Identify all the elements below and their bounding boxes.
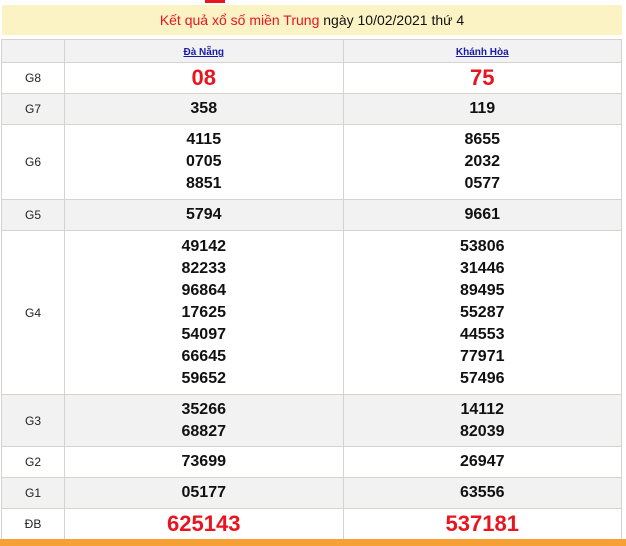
prize-number: 54097	[181, 325, 227, 343]
prize-number: 73699	[181, 453, 227, 470]
prize-number: 35266	[181, 400, 227, 418]
prize-label: G3	[1, 394, 65, 447]
footer-bar	[0, 539, 626, 546]
prize-number: 63556	[460, 484, 505, 501]
prize-number: 05177	[181, 484, 227, 501]
prize-cell: 119	[342, 93, 622, 125]
prize-number: 0705	[185, 153, 222, 170]
prize-row-g7: G7 358 119	[1, 93, 622, 125]
prize-number: 75	[470, 65, 495, 90]
prize-number: 49142	[181, 237, 227, 255]
prize-number: 5794	[185, 206, 222, 223]
prize-row-g2: G2 73699 26947	[1, 446, 622, 478]
results-table: Đà Nẵng Khánh Hòa G8 08 75 G7 358 119 G6 4115 07…	[1, 39, 622, 540]
page-title: Kết quả xổ số miền Trung ngày 10/02/2021…	[2, 5, 622, 35]
prize-number: 2032	[464, 153, 501, 170]
prize-number: 17625	[181, 303, 227, 321]
title-date: ngày 10/02/2021 thứ 4	[323, 12, 465, 28]
province-header: Đà Nẵng	[64, 39, 344, 63]
prize-label: G1	[1, 477, 65, 509]
prize-cell: 14112 82039	[342, 394, 622, 447]
prize-number: 96864	[181, 281, 227, 299]
prize-label: G8	[1, 62, 65, 94]
prize-number: 358	[190, 100, 218, 117]
prize-label: G5	[1, 199, 65, 231]
prize-row-đb: ĐB 625143 537181	[1, 508, 622, 540]
prize-number: 08	[191, 65, 216, 90]
header-remnant	[205, 0, 225, 3]
prize-number: 66645	[181, 347, 227, 365]
prize-cell: 4115 0705 8851	[64, 124, 344, 200]
prize-number: 68827	[181, 422, 227, 440]
prize-number: 14112	[460, 400, 505, 418]
prize-cell: 05177	[64, 477, 344, 509]
prize-number: 119	[469, 100, 496, 117]
prize-number: 26947	[460, 453, 505, 470]
prize-number: 8851	[185, 175, 222, 192]
prize-number: 31446	[460, 259, 505, 277]
prize-cell: 63556	[342, 477, 622, 509]
table-header: Đà Nẵng Khánh Hòa	[1, 39, 622, 63]
prize-cell: 53806 31446 89495 55287 44553 77971 57496	[342, 230, 622, 395]
prize-number: 89495	[460, 281, 505, 299]
prize-number: 44553	[460, 325, 505, 343]
corner-cell	[1, 39, 65, 63]
prize-number: 625143	[167, 511, 241, 536]
prize-cell: 73699	[64, 446, 344, 478]
province-header: Khánh Hòa	[342, 39, 622, 63]
title-prefix: Kết quả xổ số miền Trung	[159, 12, 320, 28]
prize-row-g8: G8 08 75	[1, 62, 622, 94]
prize-number: 8655	[464, 131, 501, 148]
prize-number: 4115	[186, 131, 222, 148]
prize-cell: 49142 82233 96864 17625 54097 66645 59652	[64, 230, 344, 395]
prize-row-g5: G5 5794 9661	[1, 199, 622, 231]
province-link-khanh-hoa[interactable]: Khánh Hòa	[455, 47, 509, 58]
prize-cell: 5794	[64, 199, 344, 231]
prize-number: 77971	[460, 347, 505, 365]
province-link-da-nang[interactable]: Đà Nẵng	[183, 47, 225, 58]
prize-cell: 75	[342, 62, 622, 94]
prize-label: G7	[1, 93, 65, 125]
prize-row-g4: G4 49142 82233 96864 17625 54097 66645 59652 538…	[1, 230, 622, 395]
prize-cell: 537181	[342, 508, 622, 540]
prize-cell: 26947	[342, 446, 622, 478]
prize-cell: 358	[64, 93, 344, 125]
prize-row-g6: G6 4115 0705 8851 8655 2032 0577	[1, 124, 622, 200]
prize-number: 82039	[460, 422, 505, 440]
prize-number: 0577	[464, 175, 501, 192]
prize-number: 55287	[460, 303, 505, 321]
prize-number: 53806	[460, 237, 505, 255]
prize-cell: 8655 2032 0577	[342, 124, 622, 200]
prize-label: G6	[1, 124, 65, 200]
prize-cell: 9661	[342, 199, 622, 231]
prize-number: 82233	[181, 259, 227, 277]
prize-label: G2	[1, 446, 65, 478]
prize-row-g3: G3 35266 68827 14112 82039	[1, 394, 622, 447]
prize-number: 59652	[181, 369, 227, 387]
prize-label: G4	[1, 230, 65, 395]
prize-label: ĐB	[1, 508, 65, 540]
prize-number: 537181	[445, 511, 519, 536]
prize-number: 9661	[464, 206, 501, 223]
prize-row-g1: G1 05177 63556	[1, 477, 622, 509]
prize-number: 57496	[460, 369, 505, 387]
prize-cell: 625143	[64, 508, 344, 540]
prize-cell: 08	[64, 62, 344, 94]
prize-cell: 35266 68827	[64, 394, 344, 447]
